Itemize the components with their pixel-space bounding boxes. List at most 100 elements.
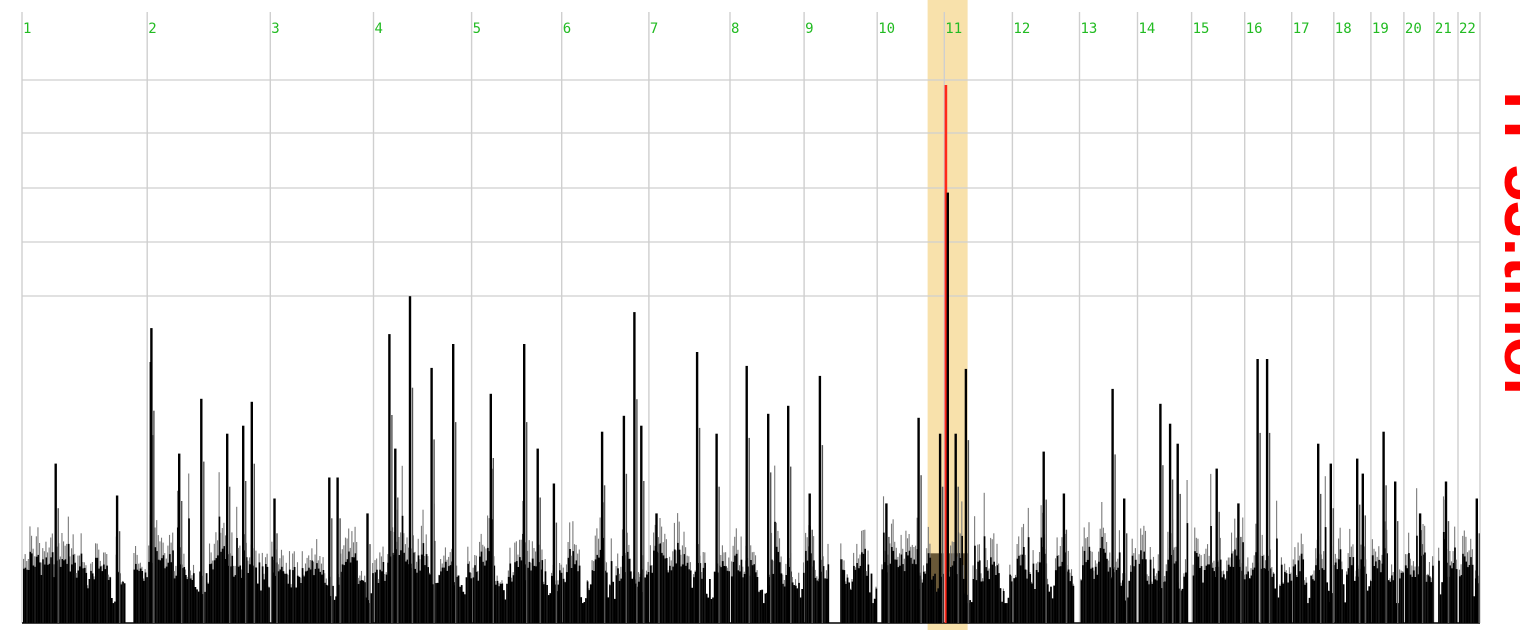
coverage-bar	[813, 560, 815, 623]
coverage-bar	[723, 566, 726, 623]
coverage-bar	[1334, 562, 1337, 623]
coverage-bar	[406, 559, 409, 623]
coverage-bar	[1414, 577, 1417, 623]
coverage-bar	[207, 583, 210, 623]
coverage-bar	[709, 579, 711, 623]
coverage-bar	[1247, 571, 1249, 623]
coverage-bar	[435, 583, 437, 623]
coverage-bar	[354, 553, 357, 623]
coverage-bar	[1205, 565, 1208, 623]
coverage-bar	[232, 576, 235, 623]
coverage-bar	[533, 565, 536, 623]
coverage-bar	[1059, 566, 1062, 623]
coverage-bar	[1229, 566, 1232, 623]
coverage-bar	[1101, 536, 1103, 623]
coverage-bar	[890, 547, 893, 623]
peak-bar	[600, 431, 604, 623]
coverage-bar	[74, 562, 76, 623]
coverage-bar	[1341, 569, 1343, 623]
coverage-bar	[780, 573, 783, 623]
coverage-bar	[123, 583, 126, 623]
coverage-bar	[825, 578, 828, 623]
coverage-bar	[483, 565, 486, 623]
coverage-bar	[1342, 584, 1345, 623]
coverage-bar	[737, 570, 740, 623]
coverage-bar	[348, 551, 350, 623]
tick-label-chr5: 5	[473, 21, 481, 37]
coverage-bar	[1406, 568, 1409, 623]
coverage-bar	[686, 562, 689, 623]
coverage-bar	[37, 554, 40, 623]
coverage-bar	[953, 561, 955, 623]
coverage-bar	[144, 572, 147, 623]
coverage-bar	[720, 567, 722, 623]
coverage-bar	[930, 579, 933, 623]
coverage-bar	[1307, 603, 1309, 623]
peak-bar	[1215, 468, 1218, 623]
coverage-bar	[699, 563, 702, 623]
peak-shoulder-bar	[636, 399, 638, 623]
coverage-bar	[567, 557, 570, 623]
coverage-bar	[549, 593, 552, 623]
coverage-bar	[1350, 565, 1353, 623]
coverage-bar	[802, 572, 805, 623]
coverage-bar	[300, 583, 302, 623]
coverage-bar	[1210, 526, 1212, 623]
coverage-bar	[1048, 591, 1051, 623]
coverage-bar	[538, 562, 540, 623]
coverage-bar	[1120, 585, 1123, 623]
coverage-bar	[583, 602, 586, 623]
coverage-bar	[317, 568, 320, 623]
coverage-bar	[215, 558, 218, 623]
coverage-bar	[392, 552, 394, 623]
coverage-bar	[106, 565, 108, 623]
coverage-bar	[677, 542, 679, 623]
coverage-bar	[978, 560, 981, 623]
coverage-bar	[304, 571, 307, 623]
coverage-bar	[1315, 565, 1317, 623]
coverage-bar	[1285, 573, 1288, 623]
peak-bar	[1418, 513, 1422, 623]
coverage-bar	[186, 579, 189, 623]
coverage-bar	[728, 571, 730, 623]
coverage-bar	[717, 572, 719, 623]
peak-bar	[366, 513, 369, 623]
coverage-bar	[740, 559, 743, 623]
coverage-bar	[806, 560, 809, 623]
coverage-bar	[1373, 566, 1376, 623]
coverage-bar	[897, 567, 900, 623]
coverage-bar	[344, 561, 347, 623]
peak-shoulder-bar	[391, 415, 393, 623]
coverage-bar	[263, 579, 266, 623]
peak-bar	[1382, 431, 1385, 623]
peak-bar	[1475, 498, 1478, 623]
coverage-bar	[628, 558, 631, 623]
coverage-bar	[1452, 563, 1455, 623]
coverage-bar	[237, 566, 240, 623]
peak-bar	[767, 413, 770, 623]
peak-bar	[954, 433, 957, 623]
peak-bar	[1111, 388, 1114, 623]
coverage-bar	[120, 584, 123, 623]
coverage-bar	[1466, 567, 1469, 623]
coverage-bar	[475, 571, 478, 623]
coverage-bar	[1038, 562, 1041, 623]
coverage-bar	[432, 584, 434, 623]
coverage-bar	[702, 567, 705, 623]
coverage-bar	[1051, 598, 1054, 623]
coverage-bar	[519, 557, 521, 623]
coverage-bar	[772, 573, 775, 623]
coverage-bar	[691, 587, 694, 623]
coverage-bar	[753, 564, 756, 623]
coverage-bar	[762, 603, 765, 623]
peak-shoulder-bar	[1218, 511, 1220, 623]
peak-shoulder-bar	[229, 486, 231, 623]
coverage-bar	[51, 552, 54, 623]
coverage-bar	[515, 561, 518, 623]
coverage-bar	[894, 559, 896, 623]
coverage-bar	[934, 573, 936, 623]
coverage-bar	[1450, 568, 1453, 623]
coverage-bar	[1208, 564, 1211, 623]
peak-bar	[633, 312, 636, 623]
coverage-bar	[805, 550, 807, 623]
